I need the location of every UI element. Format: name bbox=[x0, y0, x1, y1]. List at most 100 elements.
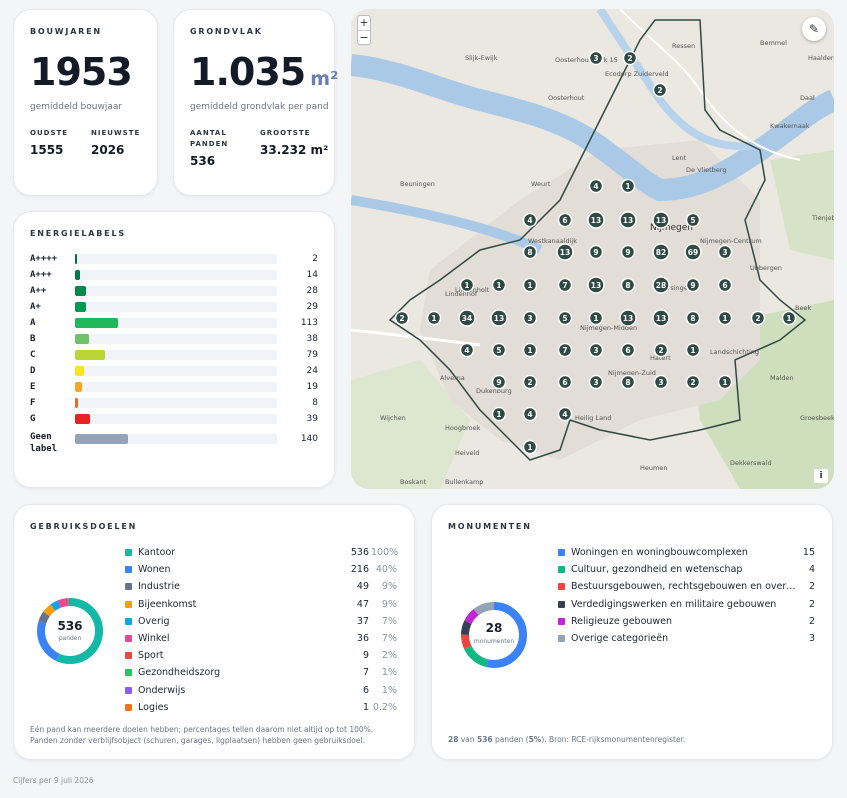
map-cluster-marker[interactable]: 6 bbox=[620, 342, 636, 358]
map-cluster-marker[interactable]: 13 bbox=[652, 309, 670, 327]
map-cluster-marker[interactable]: 8 bbox=[522, 244, 538, 260]
map-cluster-marker[interactable]: 9 bbox=[588, 244, 604, 260]
map-cluster-marker[interactable]: 4 bbox=[557, 406, 573, 422]
map-cluster-marker[interactable]: 7 bbox=[557, 342, 573, 358]
energy-label-name: Geen label bbox=[30, 432, 58, 454]
map-cluster-marker[interactable]: 1 bbox=[522, 342, 538, 358]
zoom-in-button[interactable]: + bbox=[359, 16, 369, 29]
map-cluster-marker[interactable]: 1 bbox=[620, 178, 636, 194]
map-cluster-marker[interactable]: 3 bbox=[588, 342, 604, 358]
usage-legend-percent: 7% bbox=[381, 615, 397, 627]
map-cluster-marker[interactable]: 1 bbox=[522, 439, 538, 455]
energy-label-row: A++ 28 bbox=[30, 285, 318, 297]
map-place-label: Beuningen bbox=[400, 180, 435, 188]
map-cluster-marker[interactable]: 2 bbox=[750, 310, 766, 326]
map-cluster-marker[interactable]: 4 bbox=[588, 178, 604, 194]
map-cluster-marker[interactable]: 13 bbox=[490, 309, 508, 327]
map-cluster-count: 13 bbox=[656, 216, 666, 225]
map-cluster-marker[interactable]: 6 bbox=[717, 277, 733, 293]
map-place-label: Dekkerswald bbox=[730, 459, 772, 467]
energy-label-count: 24 bbox=[306, 366, 318, 376]
usage-donut-chart bbox=[37, 598, 103, 664]
map-cluster-marker[interactable]: 1 bbox=[717, 310, 733, 326]
energy-label-bar bbox=[75, 318, 118, 328]
map-cluster-marker[interactable]: 3 bbox=[588, 374, 604, 390]
zoom-out-button[interactable]: − bbox=[358, 30, 370, 44]
map-cluster-marker[interactable]: 3 bbox=[588, 50, 604, 66]
map-road-a15 bbox=[619, 9, 801, 161]
map-cluster-marker[interactable]: 4 bbox=[522, 212, 538, 228]
map-cluster-marker[interactable]: 8 bbox=[685, 310, 701, 326]
usage-legend-count: 49 bbox=[356, 581, 369, 593]
monuments-legend-row: Cultuur, gezondheid en wetenschap 4 bbox=[558, 563, 815, 577]
map-cluster-marker[interactable]: 3 bbox=[653, 374, 669, 390]
map-cluster-marker[interactable]: 82 bbox=[652, 243, 670, 261]
map-cluster-marker[interactable]: 13 bbox=[587, 276, 605, 294]
map-cluster-marker[interactable]: 5 bbox=[685, 212, 701, 228]
map-cluster-marker[interactable]: 2 bbox=[622, 50, 638, 66]
map-cluster-marker[interactable]: 1 bbox=[588, 310, 604, 326]
map-cluster-marker[interactable]: 2 bbox=[685, 374, 701, 390]
map-cluster-marker[interactable]: 13 bbox=[652, 211, 670, 229]
map-cluster-marker[interactable]: 8 bbox=[620, 277, 636, 293]
pencil-icon[interactable]: ✎ bbox=[802, 17, 826, 41]
usage-legend-row: Kantoor 536 100% bbox=[125, 546, 398, 560]
map-cluster-marker[interactable]: 13 bbox=[619, 309, 637, 327]
map-cluster-count: 1 bbox=[625, 182, 630, 191]
map-cluster-marker[interactable]: 2 bbox=[652, 82, 668, 98]
energy-label-name: C bbox=[30, 350, 36, 360]
monuments-legend-row: Overige categorieën 3 bbox=[558, 632, 815, 646]
map-cluster-count: 4 bbox=[562, 410, 567, 419]
map-cluster-marker[interactable]: 13 bbox=[619, 211, 637, 229]
map-cluster-count: 9 bbox=[593, 248, 598, 257]
map-cluster-marker[interactable]: 8 bbox=[620, 374, 636, 390]
monuments-legend-swatch bbox=[558, 566, 565, 574]
map-cluster-marker[interactable]: 28 bbox=[652, 276, 670, 294]
info-button[interactable]: i bbox=[814, 469, 828, 483]
usage-legend-swatch bbox=[125, 583, 132, 591]
map-cluster-marker[interactable]: 1 bbox=[717, 374, 733, 390]
map-cluster-marker[interactable]: 6 bbox=[557, 212, 573, 228]
map-cluster-marker[interactable]: 9 bbox=[685, 277, 701, 293]
usage-legend-row: Wonen 216 40% bbox=[125, 563, 397, 577]
map-cluster-marker[interactable]: 69 bbox=[684, 243, 702, 261]
map-cluster-marker[interactable]: 1 bbox=[426, 310, 442, 326]
map-cluster-marker[interactable]: 1 bbox=[781, 310, 797, 326]
map-cluster-marker[interactable]: 9 bbox=[491, 374, 507, 390]
map[interactable]: Oosterhout Slijk-Ewijk Beuningen Weurt Nijme… bbox=[351, 9, 834, 489]
map-cluster-marker[interactable]: 1 bbox=[522, 277, 538, 293]
map-cluster-marker[interactable]: 4 bbox=[459, 342, 475, 358]
map-cluster-count: 8 bbox=[690, 314, 695, 323]
largest-label: GROOTSTE bbox=[260, 129, 311, 137]
map-cluster-count: 1 bbox=[527, 346, 532, 355]
map-cluster-marker[interactable]: 5 bbox=[491, 342, 507, 358]
map-cluster-marker[interactable]: 3 bbox=[717, 244, 733, 260]
map-cluster-marker[interactable]: 5 bbox=[557, 310, 573, 326]
map-cluster-marker[interactable]: 4 bbox=[522, 406, 538, 422]
map-cluster-marker[interactable]: 1 bbox=[491, 406, 507, 422]
map-cluster-marker[interactable]: 1 bbox=[685, 342, 701, 358]
usage-legend-name: Overig bbox=[138, 615, 170, 627]
map-cluster-marker[interactable]: 2 bbox=[653, 342, 669, 358]
map-place-label: De Vlietberg bbox=[686, 166, 727, 174]
usage-legend-swatch bbox=[125, 652, 132, 660]
map-cluster-marker[interactable]: 6 bbox=[557, 374, 573, 390]
map-place-label: Daal bbox=[800, 94, 815, 102]
map-cluster-marker[interactable]: 7 bbox=[557, 277, 573, 293]
map-cluster-marker[interactable]: 3 bbox=[522, 310, 538, 326]
map-canvas[interactable]: Oosterhout Slijk-Ewijk Beuningen Weurt Nijme… bbox=[351, 9, 834, 489]
energy-label-bar bbox=[75, 286, 86, 296]
map-cluster-marker[interactable]: 1 bbox=[491, 277, 507, 293]
map-cluster-marker[interactable]: 34 bbox=[458, 309, 476, 327]
map-cluster-count: 13 bbox=[494, 314, 504, 323]
map-place-label: Nijmegen-Zuid bbox=[608, 369, 656, 377]
map-cluster-marker[interactable]: 9 bbox=[620, 244, 636, 260]
map-cluster-marker[interactable]: 1 bbox=[459, 277, 475, 293]
energy-label-name: A++++ bbox=[30, 254, 58, 264]
map-cluster-marker[interactable]: 13 bbox=[556, 243, 574, 261]
usage-legend-count: 9 bbox=[362, 650, 369, 662]
map-cluster-marker[interactable]: 2 bbox=[522, 374, 538, 390]
monuments-legend-swatch bbox=[558, 549, 565, 556]
map-cluster-marker[interactable]: 13 bbox=[587, 211, 605, 229]
map-cluster-marker[interactable]: 2 bbox=[394, 310, 410, 326]
